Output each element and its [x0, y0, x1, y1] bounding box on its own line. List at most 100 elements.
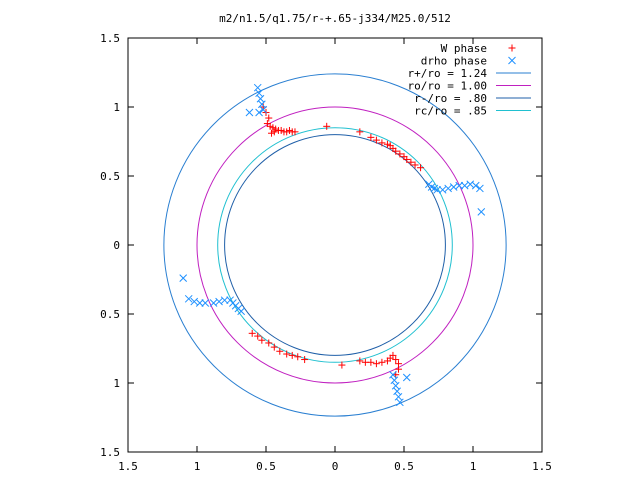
- w-phase-point: [389, 351, 397, 359]
- w-phase-point: [372, 136, 380, 144]
- w-phase-point: [301, 356, 309, 364]
- x-tick-label: 1: [194, 460, 201, 473]
- drho-phase-point: [449, 183, 458, 191]
- x-tick-label: 0: [332, 460, 339, 473]
- legend-label: drho phase: [421, 55, 487, 68]
- w-phase-point: [291, 128, 299, 136]
- w-phase-point: [411, 161, 419, 169]
- drho-phase-point: [476, 184, 484, 193]
- w-phase-point: [265, 339, 273, 347]
- w-phase-point: [367, 358, 375, 366]
- drho-phase-point: [391, 381, 400, 390]
- drho-phase-point: [195, 299, 204, 307]
- drho-phase-point: [460, 181, 469, 190]
- w-phase-point: [372, 360, 380, 368]
- y-axis: 1.5 1 0.5 0 0.5 1 1.5: [100, 32, 542, 459]
- w-phase-point: [288, 351, 296, 359]
- legend-label: r+/ro = 1.24: [408, 67, 488, 80]
- drho-phase-point: [477, 208, 486, 216]
- w-phase-point: [258, 336, 266, 344]
- x-axis: 1.5 1 0.5 0 0.5 1 1.5: [118, 38, 552, 473]
- radius-circles: [163, 73, 507, 417]
- drho-phase-point: [444, 184, 453, 193]
- drho-phase-point: [220, 296, 229, 305]
- drho-phase-point: [245, 108, 254, 117]
- y-tick-label: 1.5: [100, 32, 120, 45]
- drho-phase-point: [259, 105, 268, 114]
- radius-circle: [224, 134, 446, 356]
- drho-phase-point: [201, 299, 210, 307]
- w-phase-point: [294, 353, 302, 361]
- w-phase-point: [323, 122, 331, 130]
- x-tick-label: 0.5: [394, 460, 414, 473]
- w-phase-point: [394, 365, 402, 373]
- legend-ro: ro/ro = 1.00: [408, 80, 531, 93]
- drho-phase-point: [433, 185, 441, 194]
- data-points: [179, 83, 486, 407]
- drho-phase-point: [471, 181, 480, 190]
- x-tick-label: 1: [470, 460, 477, 473]
- w-phase-point: [276, 347, 284, 355]
- legend-marker: [508, 44, 516, 52]
- drho-phase-point: [255, 108, 263, 117]
- y-tick-label: 0: [113, 239, 120, 252]
- w-phase-point: [270, 128, 278, 136]
- legend-label: ro/ro = 1.00: [408, 80, 487, 93]
- w-phase-point: [403, 155, 411, 163]
- w-phase-point: [338, 361, 346, 369]
- w-phase-point: [270, 343, 278, 351]
- w-phase-point: [356, 128, 364, 136]
- w-phase-point: [254, 332, 262, 340]
- drho-phase-point: [256, 94, 265, 103]
- y-tick-label: 1: [113, 377, 120, 390]
- radius-circle: [217, 127, 453, 363]
- legend-marker: [508, 56, 516, 65]
- w-phase-point: [283, 350, 291, 358]
- legend-label: r-/ro = .80: [414, 92, 487, 105]
- drho-phase-point: [390, 376, 399, 385]
- w-phase-point: [378, 358, 386, 366]
- legend-w-phase: W phase: [441, 42, 516, 55]
- legend-label: rc/ro = .85: [414, 105, 487, 118]
- drho-phase-point: [215, 297, 223, 306]
- drho-phase-point: [393, 387, 401, 396]
- y-tick-label: 1.5: [100, 446, 120, 459]
- radius-circle: [196, 106, 474, 384]
- w-phase-point: [407, 158, 415, 166]
- w-phase-point: [392, 356, 400, 364]
- y-tick-label: 0.5: [100, 170, 120, 183]
- w-phase-point: [356, 357, 364, 365]
- drho-phase-point: [253, 83, 262, 92]
- legend-label: W phase: [441, 42, 487, 55]
- w-phase-point: [396, 150, 404, 158]
- x-tick-label: 1.5: [118, 460, 138, 473]
- legend-rc: rc/ro = .85: [414, 105, 531, 118]
- w-phase-point: [367, 133, 375, 141]
- w-phase-point: [248, 329, 256, 337]
- w-phase-point: [265, 114, 273, 122]
- w-phase-point: [417, 164, 425, 172]
- drho-phase-point: [396, 398, 404, 407]
- drho-phase-point: [394, 392, 403, 401]
- drho-phase-point: [455, 181, 464, 190]
- w-phase-point: [378, 139, 386, 147]
- drho-phase-point: [466, 180, 475, 189]
- drho-phase-point: [237, 307, 246, 316]
- x-tick-label: 0.5: [256, 460, 276, 473]
- drho-phase-point: [209, 299, 218, 307]
- w-phase-point: [392, 147, 400, 155]
- radius-circle: [163, 73, 507, 417]
- chart-title: m2/n1.5/q1.75/r-+.65-j334/M25.0/512: [219, 12, 451, 25]
- drho-phase-point: [402, 373, 411, 382]
- legend-r-minus: r-/ro = .80: [414, 92, 531, 105]
- drho-phase-point: [179, 274, 188, 282]
- drho-phase-point: [430, 184, 439, 193]
- legend-drho-phase: drho phase: [421, 55, 516, 68]
- drho-phase-point: [438, 185, 447, 194]
- legend-r-plus: r+/ro = 1.24: [408, 67, 531, 80]
- y-tick-label: 0.5: [100, 308, 120, 321]
- x-tick-label: 1.5: [532, 460, 552, 473]
- y-tick-label: 1: [113, 101, 120, 114]
